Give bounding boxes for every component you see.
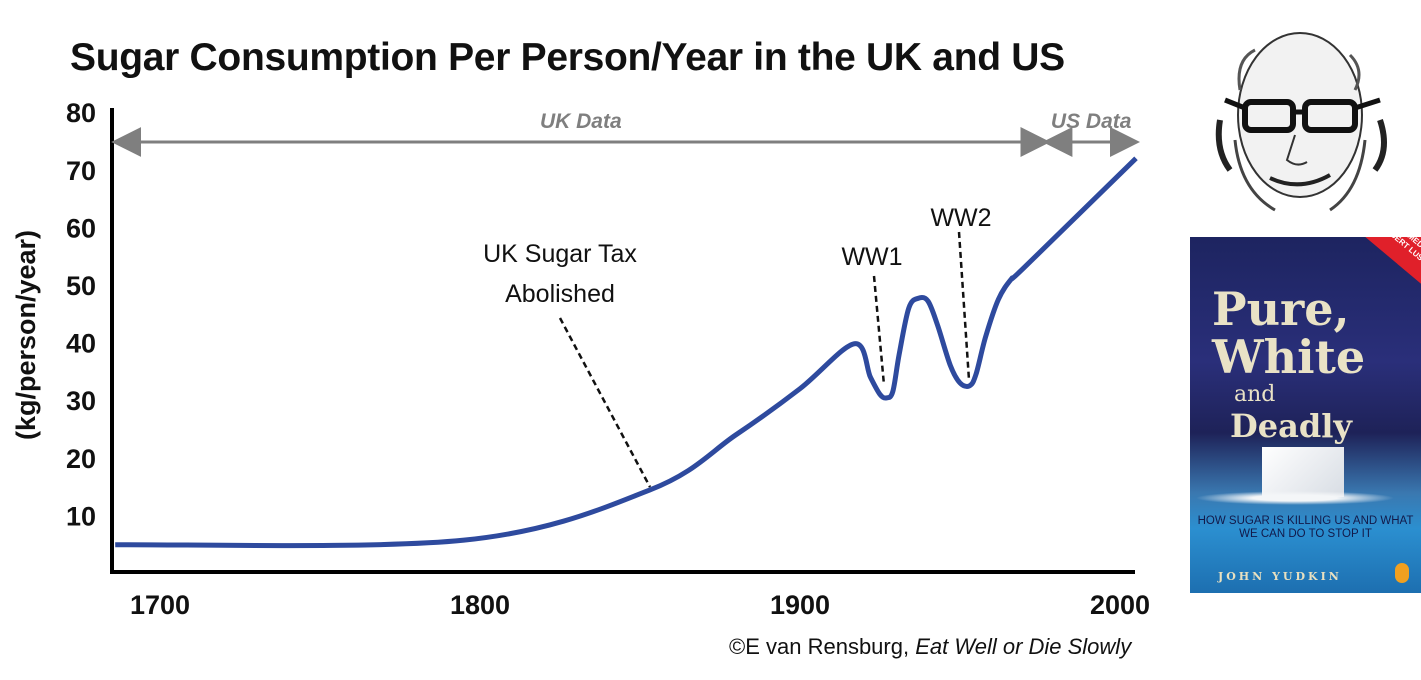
x-tick-label: 1900 [770, 590, 830, 620]
range-label: US Data [1051, 110, 1132, 133]
y-tick-label: 80 [66, 98, 96, 128]
axes [110, 108, 1135, 574]
credit-author: ©E van Rensburg, [729, 634, 916, 659]
y-tick-label: 50 [66, 271, 96, 301]
chart-title: Sugar Consumption Per Person/Year in the… [70, 36, 1065, 79]
x-tick-label: 1700 [130, 590, 190, 620]
range-label: UK Data [540, 110, 622, 133]
y-tick-label: 60 [66, 213, 96, 243]
annotation-leader-line [957, 231, 971, 381]
x-tick-label: 1800 [450, 590, 510, 620]
book-title: Pure, White [1212, 282, 1366, 384]
y-tick-label: 20 [66, 444, 96, 474]
y-tick-label: 10 [66, 501, 96, 531]
annotation-leader-line [872, 275, 886, 386]
series-line [115, 156, 1138, 549]
y-tick-label: 40 [66, 329, 96, 359]
y-tick-label: 30 [66, 386, 96, 416]
author-portrait-sketch [1215, 32, 1387, 212]
book-author: JOHN YUDKIN [1218, 570, 1342, 583]
annotation-leader-line [558, 317, 652, 488]
book-title-deadly: Deadly [1230, 407, 1352, 445]
y-tick-label: 70 [66, 156, 96, 186]
annotation-label: Abolished [505, 280, 615, 308]
line-chart: 10 20 30 40 50 60 70 80 1700 1800 1900 2000 (kg/pe… [11, 98, 1150, 620]
x-tick-label: 2000 [1090, 590, 1150, 620]
penguin-logo-icon [1395, 563, 1409, 583]
credit-book-title: Eat Well or Die Slowly [915, 634, 1132, 659]
book-title-and: and [1234, 382, 1276, 407]
sugar-spill-image [1195, 491, 1395, 505]
book-cover: THE CLASSIC MEDICAL EXPOSÉDR ROBERT LUST… [1190, 237, 1421, 593]
annotation-label: WW1 [841, 243, 902, 271]
y-axis-label: (kg/person/year) [11, 230, 41, 440]
copyright-credit: ©E van Rensburg, Eat Well or Die Slowly [729, 634, 1131, 660]
book-subtitle: HOW SUGAR IS KILLING US AND WHAT WE CAN … [1197, 515, 1414, 540]
annotation-label: WW2 [930, 204, 991, 232]
annotation-label: UK Sugar Tax [483, 240, 637, 268]
sugar-cube-image [1262, 447, 1344, 497]
